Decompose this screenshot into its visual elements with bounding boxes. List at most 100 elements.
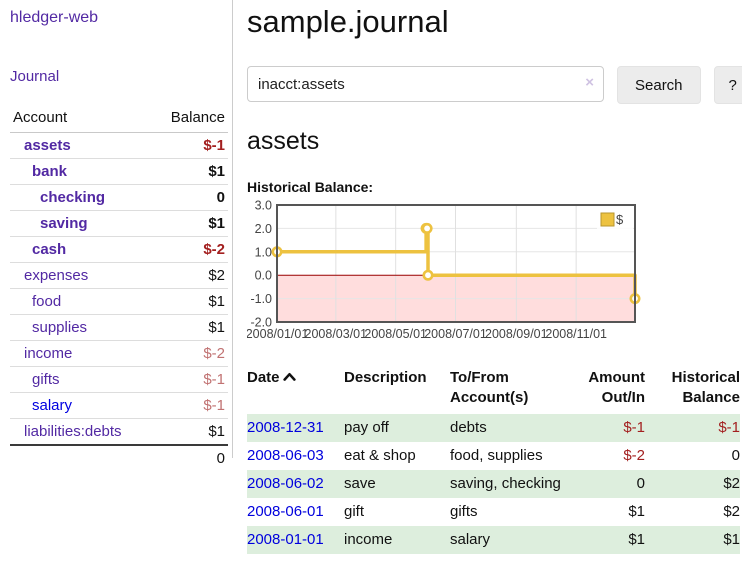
app-title: hledger-web: [10, 9, 232, 27]
account-row: assets $-1: [10, 133, 228, 159]
account-link[interactable]: food: [32, 293, 62, 310]
transaction-description: eat & shop: [344, 447, 416, 464]
accounts-col-account: Account: [10, 106, 152, 133]
transaction-balance: $-1: [718, 419, 740, 436]
transaction-amount: $1: [628, 503, 645, 520]
transaction-balance: 0: [731, 447, 740, 464]
transaction-amount: 0: [636, 475, 645, 492]
sidebar: hledger-web Journal Account Balance asse…: [0, 0, 233, 471]
transaction-accounts: gifts: [450, 503, 478, 520]
transaction-accounts: debts: [450, 419, 487, 436]
page: hledger-web Journal Account Balance asse…: [0, 0, 742, 564]
svg-text:0.0: 0.0: [255, 269, 272, 283]
account-link[interactable]: gifts: [32, 371, 60, 388]
svg-text:3.0: 3.0: [255, 200, 272, 213]
svg-text:$: $: [616, 212, 624, 227]
accounts-col-balance: Balance: [151, 106, 228, 133]
register-row: 2008-06-02 save saving, checking 0 $2: [247, 470, 740, 498]
transaction-amount: $1: [628, 531, 645, 548]
svg-text:2.0: 2.0: [255, 222, 272, 236]
transaction-date-link[interactable]: 2008-06-01: [247, 503, 324, 520]
accounts-table: Account Balance assets $-1 bank $1 checking 0…: [10, 106, 228, 471]
account-balance: $-1: [151, 366, 228, 393]
account-link[interactable]: assets: [24, 137, 71, 154]
svg-text:2008/03/01: 2008/03/01: [305, 327, 368, 341]
transaction-amount: $-2: [623, 447, 645, 464]
accounts-total: 0: [151, 444, 228, 471]
register-row: 2008-06-03 eat & shop food, supplies $-2 0: [247, 442, 740, 470]
transaction-date-link[interactable]: 2008-12-31: [247, 419, 324, 436]
transaction-date-cell: 2008-12-31: [247, 414, 344, 442]
account-link[interactable]: checking: [40, 189, 106, 206]
transaction-amount: $-1: [623, 419, 645, 436]
search-input[interactable]: [247, 66, 604, 102]
account-row: cash $-2: [10, 236, 228, 263]
svg-text:2008/01/01: 2008/01/01: [247, 327, 308, 341]
main-content: sample.journal × Search ? assets Histori…: [233, 0, 742, 564]
account-balance: $1: [151, 158, 228, 185]
register-row: 2008-12-31 pay off debts $-1 $-1: [247, 414, 740, 442]
register-col-description: Description: [344, 369, 427, 386]
account-link[interactable]: expenses: [24, 267, 89, 284]
sidebar-item-journal[interactable]: Journal: [10, 68, 60, 85]
account-balance: $-1: [151, 392, 228, 419]
account-link[interactable]: saving: [40, 215, 88, 232]
account-link[interactable]: supplies: [32, 319, 88, 336]
transaction-accounts: salary: [450, 531, 491, 548]
help-button[interactable]: ?: [713, 66, 742, 104]
account-link[interactable]: cash: [32, 241, 67, 258]
svg-text:2008/09/01: 2008/09/01: [485, 327, 548, 341]
account-balance: $-1: [203, 137, 225, 154]
svg-text:-2.0: -2.0: [250, 316, 272, 330]
register-col-date-label: Date: [247, 369, 280, 386]
account-row: bank $1: [10, 158, 228, 185]
register-table: Date Description To/From Account(s) Amou…: [247, 366, 740, 554]
account-link[interactable]: income: [24, 345, 73, 362]
transaction-date-link[interactable]: 2008-06-02: [247, 475, 324, 492]
account-link[interactable]: liabilities:debts: [24, 423, 122, 440]
svg-text:2008/07/01: 2008/07/01: [424, 327, 487, 341]
sidebar-nav: Journal: [10, 68, 232, 85]
app-title-link[interactable]: hledger-web: [10, 9, 99, 26]
account-balance: $1: [151, 314, 228, 341]
sort-ascending-icon: [282, 368, 296, 388]
account-row: gifts $-1: [10, 366, 228, 393]
register-col-accounts: To/From Account(s): [450, 369, 529, 406]
account-balance: $1: [151, 418, 228, 445]
account-link[interactable]: salary: [32, 397, 73, 414]
account-balance: $1: [151, 288, 228, 315]
clear-search-icon[interactable]: ×: [585, 74, 594, 91]
transaction-balance: $2: [723, 475, 740, 492]
account-heading: assets: [247, 127, 320, 155]
account-row: income $-2: [10, 340, 228, 367]
transaction-description: pay off: [344, 419, 389, 436]
accounts-total-row: 0: [10, 444, 228, 471]
account-row: food $1: [10, 288, 228, 315]
search-button[interactable]: Search: [617, 66, 701, 104]
account-row: supplies $1: [10, 314, 228, 341]
transaction-balance: $2: [723, 503, 740, 520]
historical-balance-chart: $3.0 2.0 1.0 0.0 -1.0 -2.0 2008/01/01 2008/03/0…: [246, 199, 649, 352]
search-bar: × Search ?: [247, 66, 742, 104]
transaction-date-link[interactable]: 2008-01-01: [247, 531, 324, 548]
register-row: 2008-06-01 gift gifts $1 $2: [247, 498, 740, 526]
transaction-balance: $1: [723, 531, 740, 548]
account-balance: $2: [151, 262, 228, 289]
account-row: expenses $2: [10, 262, 228, 289]
account-row: checking 0: [10, 184, 228, 211]
transaction-date-cell: 2008-01-01: [247, 526, 344, 554]
transaction-date-link[interactable]: 2008-06-03: [247, 447, 324, 464]
accounts-total-spacer: [10, 444, 152, 471]
transaction-description: gift: [344, 503, 365, 520]
register-col-date[interactable]: Date: [247, 366, 344, 414]
transaction-accounts: saving, checking: [450, 475, 561, 492]
svg-text:-1.0: -1.0: [250, 292, 272, 306]
register-col-amount: Amount Out/In: [588, 369, 645, 406]
account-link[interactable]: bank: [32, 163, 68, 180]
transaction-date-cell: 2008-06-01: [247, 498, 344, 526]
transaction-description: save: [344, 475, 376, 492]
transaction-description: income: [344, 531, 393, 548]
svg-text:1.0: 1.0: [255, 245, 272, 259]
chart-title: Historical Balance:: [247, 179, 374, 195]
search-box: ×: [247, 66, 604, 104]
